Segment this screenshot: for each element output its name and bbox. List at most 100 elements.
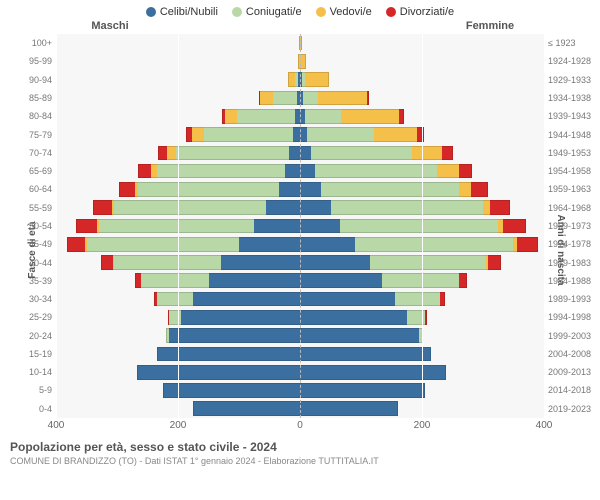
year-label: 1979-1983 [548,258,600,268]
center-axis [300,34,301,418]
segment [440,292,444,307]
age-label: 0-4 [14,404,52,414]
segment [488,255,501,270]
legend-label: Divorziati/e [400,6,454,18]
legend-item: Celibi/Nubili [146,6,218,18]
segment [300,273,382,288]
legend-item: Divorziati/e [386,6,454,18]
year-label: 1994-1998 [548,312,600,322]
legend-swatch [316,7,326,17]
segment [300,255,370,270]
header-male: Maschi [0,20,300,32]
segment [237,109,295,124]
segment [300,310,407,325]
age-label: 45-49 [14,239,52,249]
segment [158,146,167,161]
segment [459,182,471,197]
age-label: 80-84 [14,111,52,121]
segment [483,200,490,215]
year-label: 1974-1978 [548,239,600,249]
year-label: 2009-2013 [548,367,600,377]
chart-panel: 100+≤ 192395-991924-192890-941929-193385… [56,34,544,418]
age-label: 90-94 [14,75,52,85]
age-label: 25-29 [14,312,52,322]
x-tick-label: 200 [170,420,187,431]
legend-label: Celibi/Nubili [160,6,218,18]
age-label: 20-24 [14,331,52,341]
segment [300,237,355,252]
segment [239,237,300,252]
segment [176,146,289,161]
segment [412,146,443,161]
segment [367,91,369,106]
legend: Celibi/NubiliConiugati/eVedovi/eDivorzia… [0,0,600,20]
year-label: 1984-1988 [548,276,600,286]
age-label: 10-14 [14,367,52,377]
segment [355,237,514,252]
legend-item: Coniugati/e [232,6,302,18]
segment [459,273,466,288]
segment [318,91,367,106]
segment [300,164,315,179]
chart-title: Popolazione per età, sesso e stato civil… [10,440,590,454]
segment [374,127,417,142]
segment [114,200,267,215]
year-label: 1934-1938 [548,93,600,103]
segment [307,127,374,142]
segment [260,91,272,106]
segment [76,219,97,234]
segment [395,292,441,307]
segment [300,219,340,234]
segment [471,182,488,197]
year-label: 1929-1933 [548,75,600,85]
segment [300,200,331,215]
segment [459,164,472,179]
footer: Popolazione per età, sesso e stato civil… [0,434,600,466]
segment [138,164,150,179]
segment [193,292,300,307]
segment [273,91,297,106]
segment [399,109,404,124]
segment [114,255,221,270]
segment [254,219,300,234]
grid-line [56,34,57,418]
year-label: 1989-1993 [548,294,600,304]
segment [169,328,300,343]
year-label: 1949-1953 [548,148,600,158]
column-headers: Maschi Femmine [0,20,600,32]
age-label: 50-54 [14,221,52,231]
x-tick-label: 400 [48,420,65,431]
chart-subtitle: COMUNE DI BRANDIZZO (TO) - Dati ISTAT 1°… [10,456,590,466]
segment [321,182,458,197]
year-label: 2004-2008 [548,349,600,359]
year-label: 1964-1968 [548,203,600,213]
age-label: 75-79 [14,130,52,140]
segment [67,237,85,252]
year-label: 1924-1928 [548,56,600,66]
segment [204,127,292,142]
legend-swatch [232,7,242,17]
segment [300,146,311,161]
segment [311,146,412,161]
age-label: 40-44 [14,258,52,268]
segment [181,310,300,325]
age-label: 85-89 [14,93,52,103]
age-label: 30-34 [14,294,52,304]
segment [157,292,194,307]
grid-line [544,34,545,418]
legend-label: Coniugati/e [246,6,302,18]
segment [137,365,300,380]
segment [417,127,424,142]
segment [382,273,458,288]
segment [341,109,399,124]
year-label: 2014-2018 [548,385,600,395]
age-label: 95-99 [14,56,52,66]
age-label: 100+ [14,38,52,48]
segment [87,237,240,252]
segment [169,310,181,325]
segment [192,127,204,142]
segment [266,200,300,215]
segment [293,127,300,142]
segment [331,200,484,215]
segment [370,255,486,270]
